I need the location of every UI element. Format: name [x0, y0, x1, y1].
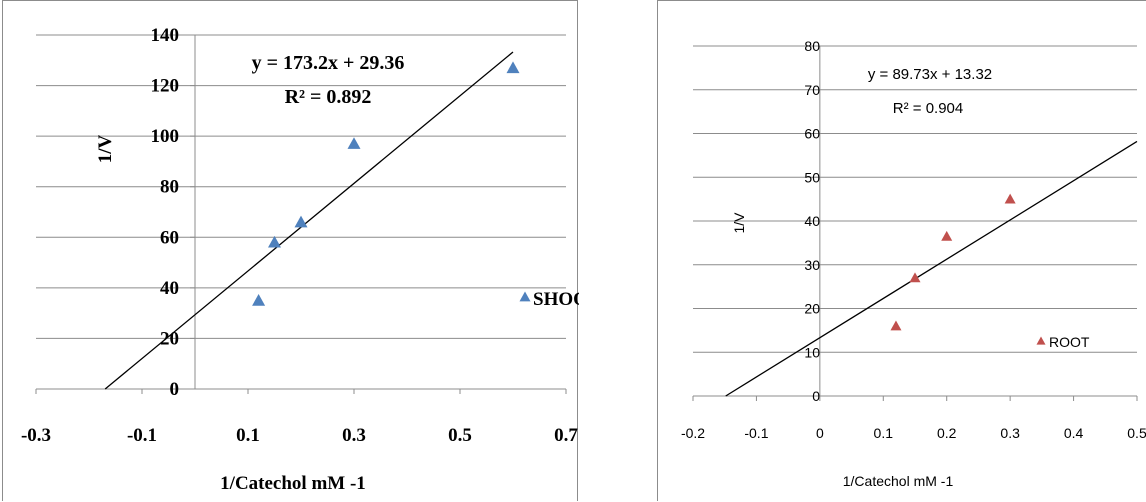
x-tick-label: -0.3: [21, 425, 51, 446]
data-point: [347, 137, 361, 149]
shoot-chart: 0 20 40 60 80 100 120 140 -0.3 -0.1 0.1 0.3 0.5 0.7 y …: [21, 25, 579, 494]
y-tick-label: 40: [160, 278, 179, 299]
x-axis-title: 1/Catechol mM -1: [220, 473, 366, 494]
trendline: [104, 51, 514, 390]
y-tick-label: 60: [160, 227, 179, 248]
y-axis-title: 1/V: [95, 134, 116, 163]
data-point: [252, 294, 266, 306]
y-tick-label: 80: [804, 38, 820, 54]
y-tick-label: 0: [170, 379, 180, 400]
y-tick-label: 140: [151, 25, 180, 46]
legend-marker: [1036, 336, 1046, 345]
y-tick-label: 20: [160, 328, 179, 349]
x-tick-label: 0.1: [874, 425, 894, 441]
y-axis-title: 1/V: [731, 212, 747, 234]
x-tick-label: -0.1: [744, 425, 768, 441]
x-tick-label: 0.7: [554, 425, 578, 446]
trendline-equation: y = 173.2x + 29.36: [252, 52, 405, 74]
x-tick-label: 0.4: [1064, 425, 1084, 441]
legend-label: ROOT: [1049, 334, 1090, 350]
x-tick-label: 0: [816, 425, 824, 441]
trendline: [725, 140, 1138, 397]
trendline-r2: R² = 0.904: [893, 100, 963, 117]
data-point: [909, 272, 921, 283]
y-tick-label: 50: [804, 169, 820, 185]
y-tick-label: 70: [804, 82, 820, 98]
x-tick-label: 0.5: [448, 425, 472, 446]
x-tick-label: -0.2: [681, 425, 705, 441]
trendline-equation: y = 89.73x + 13.32: [868, 66, 992, 83]
legend-marker: [519, 291, 531, 302]
x-tick-label: 0.1: [236, 425, 260, 446]
data-point: [890, 320, 902, 331]
x-tick-label: -0.1: [127, 425, 157, 446]
x-tick-label: 0.2: [937, 425, 957, 441]
data-point: [268, 235, 281, 248]
data-point: [941, 230, 953, 241]
root-chart: 0 10 20 30 40 50 60 70 80 -0.2 -0.1 0 0.1 0.2 0.3 0.4 0.…: [681, 38, 1146, 489]
trendline-r2: R² = 0.892: [285, 86, 372, 108]
data-point: [506, 61, 520, 74]
x-axis-title: 1/Catechol mM -1: [843, 473, 954, 489]
data-point: [1004, 193, 1016, 204]
x-tick-label: 0.3: [1000, 425, 1020, 441]
y-tick-label: 100: [151, 126, 180, 147]
y-tick-label: 0: [812, 388, 820, 404]
y-tick-label: 30: [804, 257, 820, 273]
x-tick-label: 0.3: [342, 425, 366, 446]
y-tick-label: 20: [804, 301, 820, 317]
y-tick-label: 10: [804, 344, 820, 360]
x-tick-label: 0.5: [1127, 425, 1146, 441]
y-tick-label: 120: [151, 76, 180, 97]
y-tick-label: 60: [804, 126, 820, 142]
data-point: [294, 215, 308, 228]
y-tick-label: 80: [160, 177, 179, 198]
legend-label: SHOOT: [533, 289, 579, 310]
y-tick-label: 40: [804, 213, 820, 229]
shoot-chart-panel: 0 20 40 60 80 100 120 140 -0.3 -0.1 0.1 0.3 0.5 0.7 y …: [2, 0, 579, 501]
root-chart-panel: 0 10 20 30 40 50 60 70 80 -0.2 -0.1 0 0.1 0.2 0.3 0.4 0.…: [657, 0, 1146, 501]
